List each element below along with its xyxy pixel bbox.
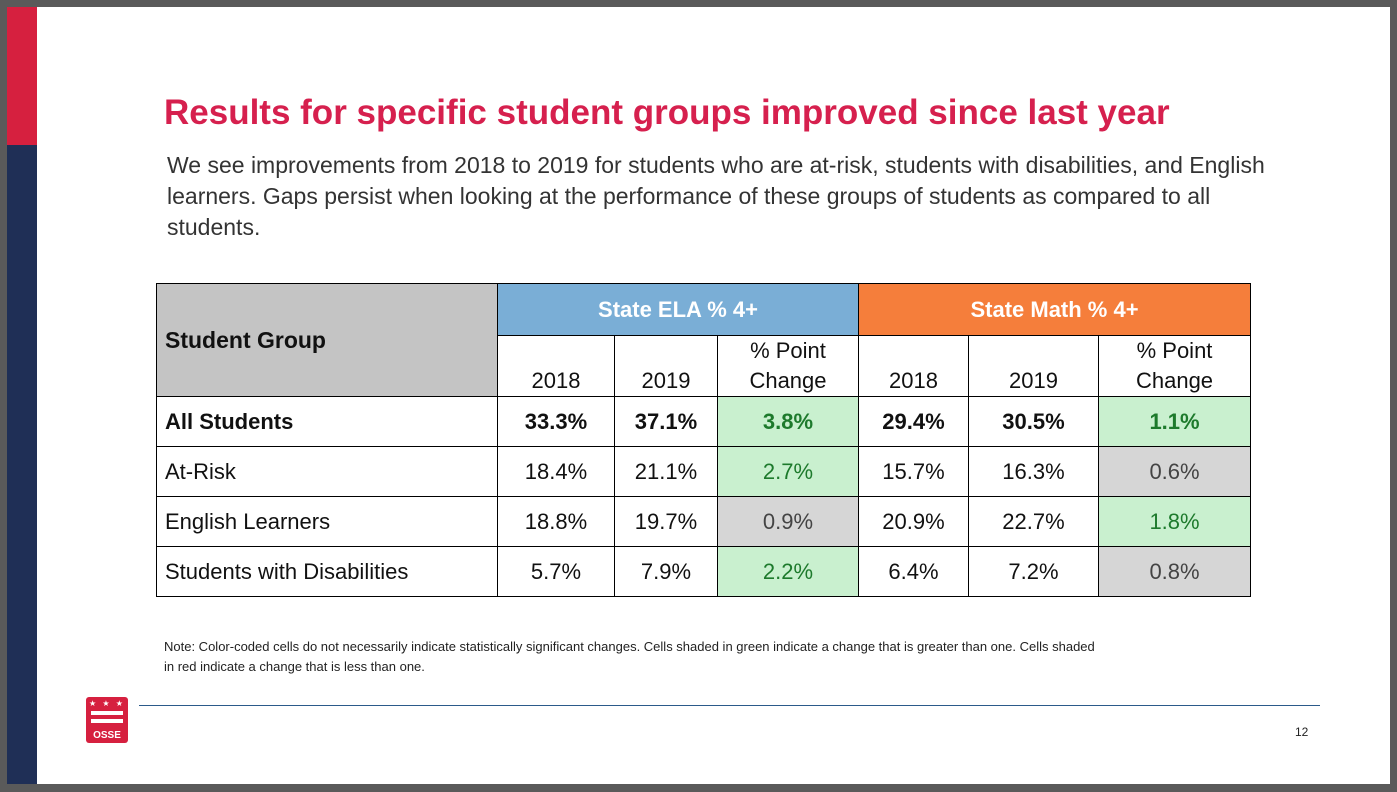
logo-stripe	[91, 719, 123, 723]
cell-math-change: 0.6%	[1097, 446, 1252, 497]
subheader-math-2018: 2018	[858, 335, 969, 397]
cell-math-2018: 15.7%	[858, 446, 969, 497]
table-row: Students with Disabilities 5.7% 7.9% 2.2…	[156, 546, 1252, 597]
cell-ela-change: 2.2%	[717, 546, 859, 597]
header-student-group: Student Group	[156, 283, 498, 397]
subheader-ela-2019: 2019	[614, 335, 718, 397]
cell-math-2019: 7.2%	[968, 546, 1099, 597]
cell-ela-change: 0.9%	[717, 496, 859, 547]
cell-ela-2018: 5.7%	[497, 546, 615, 597]
subheader-ela-change: % Point Change	[717, 335, 859, 397]
table-row: English Learners 18.8% 19.7% 0.9% 20.9% …	[156, 496, 1252, 547]
page-number: 12	[1295, 725, 1309, 739]
cell-ela-2019: 21.1%	[614, 446, 718, 497]
cell-math-2019: 30.5%	[968, 396, 1099, 447]
subheader-ela-2018: 2018	[497, 335, 615, 397]
table-row: At-Risk 18.4% 21.1% 2.7% 15.7% 16.3% 0.6…	[156, 446, 1252, 497]
side-bar-red	[7, 7, 37, 145]
header-state-ela: State ELA % 4+	[497, 283, 859, 336]
cell-math-2018: 29.4%	[858, 396, 969, 447]
table-row: All Students 33.3% 37.1% 3.8% 29.4% 30.5…	[156, 396, 1252, 447]
cell-ela-change: 2.7%	[717, 446, 859, 497]
cell-ela-2018: 33.3%	[497, 396, 615, 447]
cell-math-change: 1.1%	[1097, 396, 1252, 447]
results-table: Student Group State ELA % 4+ State Math …	[156, 283, 1252, 597]
cell-math-change: 1.8%	[1097, 496, 1252, 547]
header-state-math: State Math % 4+	[857, 283, 1252, 336]
cell-ela-2018: 18.4%	[497, 446, 615, 497]
cell-math-2019: 22.7%	[968, 496, 1099, 547]
osse-logo: ★ ★ ★ OSSE	[86, 697, 128, 743]
footer-divider	[139, 705, 1320, 706]
logo-stripe	[91, 711, 123, 715]
cell-math-2019: 16.3%	[968, 446, 1099, 497]
footnote: Note: Color-coded cells do not necessari…	[164, 639, 1095, 674]
cell-math-change: 0.8%	[1097, 546, 1252, 597]
slide-title: Results for specific student groups impr…	[164, 93, 1170, 132]
cell-math-2018: 20.9%	[858, 496, 969, 547]
logo-text: OSSE	[93, 730, 121, 741]
intro-paragraph: We see improvements from 2018 to 2019 fo…	[167, 152, 1265, 240]
side-bar-navy	[7, 145, 37, 784]
row-label: English Learners	[156, 496, 498, 547]
logo-stars: ★ ★ ★	[89, 699, 125, 708]
cell-ela-2019: 37.1%	[614, 396, 718, 447]
row-label: All Students	[156, 396, 498, 447]
cell-ela-2019: 7.9%	[614, 546, 718, 597]
cell-ela-2019: 19.7%	[614, 496, 718, 547]
row-label: At-Risk	[156, 446, 498, 497]
subheader-math-2019: 2019	[968, 335, 1099, 397]
slide: Results for specific student groups impr…	[7, 7, 1390, 784]
cell-math-2018: 6.4%	[858, 546, 969, 597]
cell-ela-change: 3.8%	[717, 396, 859, 447]
row-label: Students with Disabilities	[156, 546, 498, 597]
cell-ela-2018: 18.8%	[497, 496, 615, 547]
subheader-math-change: % Point Change	[1097, 335, 1252, 397]
